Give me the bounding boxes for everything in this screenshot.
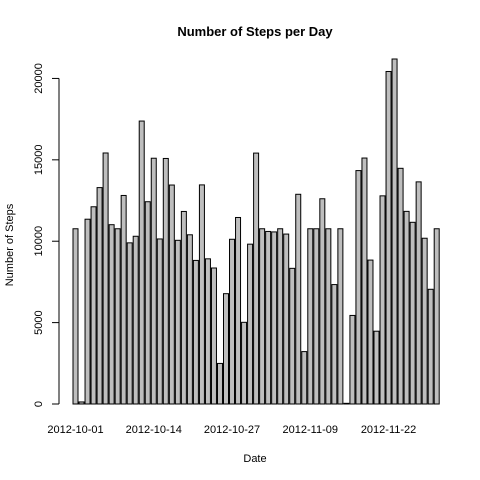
bar [248,244,253,404]
bar [302,352,307,404]
bar [368,260,373,404]
bar [103,153,108,404]
bar [193,260,198,404]
bar [91,207,96,404]
bar [109,225,114,404]
bar [145,202,150,404]
bar [392,59,397,404]
bar [320,199,325,404]
y-tick-label: 15000 [33,145,45,176]
bar [169,185,174,404]
bar [290,268,295,404]
bar [284,234,289,404]
bar [151,158,156,404]
bar [416,182,421,404]
bar [85,219,90,404]
x-tick-label: 2012-11-09 [283,424,338,436]
y-tick-label: 10000 [33,226,45,257]
bar [242,322,247,404]
y-tick-label: 20000 [33,63,45,94]
bar [79,402,84,404]
x-axis-label: Date [243,453,266,465]
bar [73,229,78,404]
y-tick-label: 0 [33,401,45,407]
bar [163,158,168,404]
x-tick-label: 2012-10-27 [204,424,260,436]
bar [266,231,271,404]
bars [73,59,439,404]
bar [422,238,427,404]
bar [224,294,229,404]
bar [350,315,355,404]
y-axis-label: Number of Steps [4,203,16,286]
bar [133,236,138,404]
bar [175,240,180,404]
bar [139,121,144,404]
bar [380,196,385,404]
chart-title: Number of Steps per Day [177,24,333,39]
bar [127,243,132,404]
bar [398,168,403,404]
bar [434,229,439,404]
bar [254,153,259,404]
bar [199,185,204,404]
bar [404,211,409,404]
bar [236,217,241,404]
bar [338,229,343,404]
bar [121,195,126,404]
bar [97,188,102,404]
bar [260,229,265,404]
bar [332,285,337,404]
bar [272,232,277,404]
bar [314,229,319,404]
y-tick-label: 5000 [33,310,45,334]
bar [115,229,120,404]
x-tick-label: 2012-10-14 [126,424,182,436]
x-tick-label: 2012-10-01 [47,424,103,436]
bar [344,403,349,404]
bar [217,363,222,404]
bar [326,229,331,404]
bar [230,239,235,404]
bar [428,289,433,404]
y-axis: 0 5000 10000 15000 20000 [33,63,59,407]
bar [362,158,367,404]
bar [308,229,313,404]
x-tick-label: 2012-11-22 [361,424,416,436]
bar [410,222,415,404]
bar [386,71,391,404]
bar [374,331,379,404]
bar [187,235,192,404]
bar [157,239,162,404]
bar [356,171,361,404]
bar [205,259,210,404]
x-axis-ticks: 2012-10-01 2012-10-14 2012-10-27 2012-11-09… [47,424,416,436]
bar [181,211,186,404]
bar [211,268,216,404]
bar [278,229,283,404]
bar [296,194,301,404]
